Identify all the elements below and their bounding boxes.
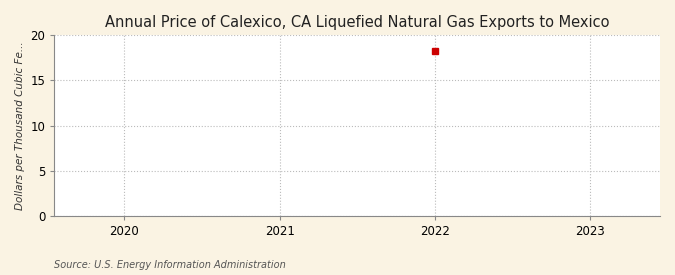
Y-axis label: Dollars per Thousand Cubic Fe...: Dollars per Thousand Cubic Fe... [15,41,25,210]
Text: Source: U.S. Energy Information Administration: Source: U.S. Energy Information Administ… [54,260,286,270]
Title: Annual Price of Calexico, CA Liquefied Natural Gas Exports to Mexico: Annual Price of Calexico, CA Liquefied N… [105,15,610,30]
